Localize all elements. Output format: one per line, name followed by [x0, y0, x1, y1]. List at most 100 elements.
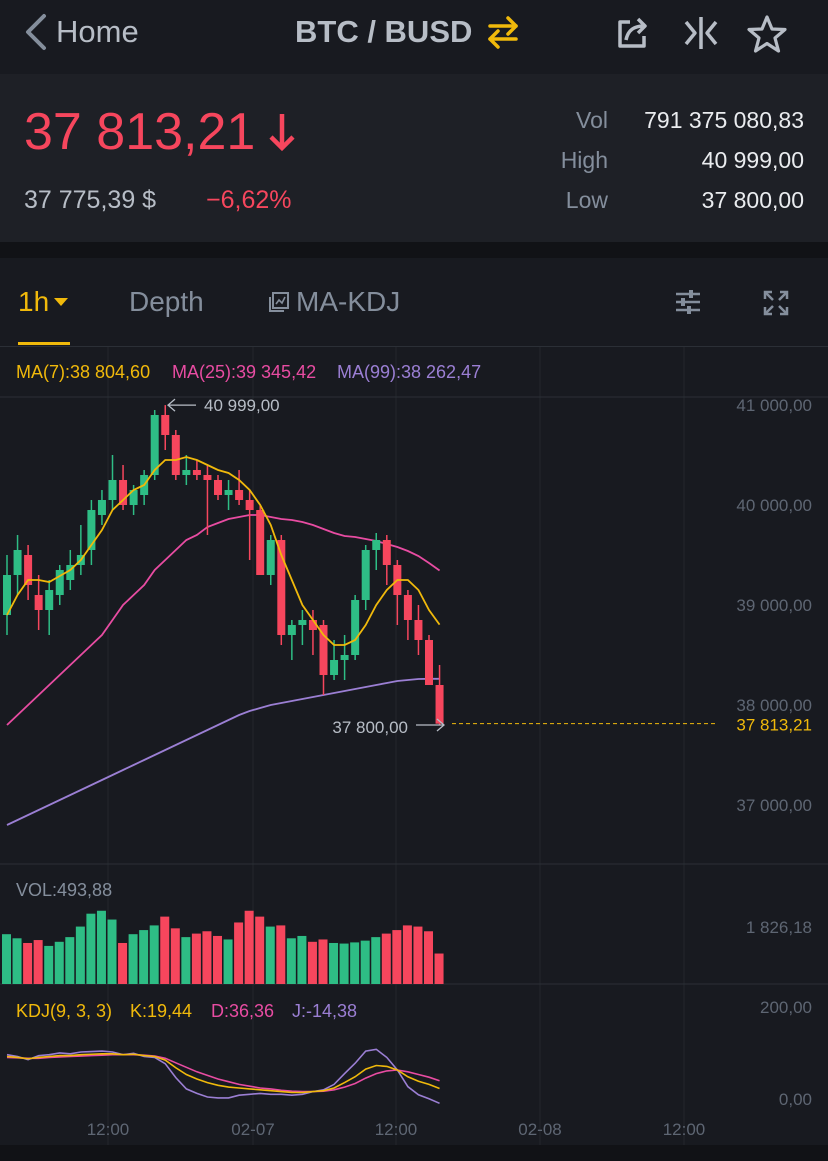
- settings-sliders-icon[interactable]: [674, 288, 702, 316]
- tab-depth[interactable]: Depth: [129, 286, 204, 318]
- volume-bar: [318, 939, 328, 984]
- candle-body: [108, 480, 117, 500]
- kdj-tick-label: 200,00: [760, 998, 812, 1017]
- volume-bar: [244, 910, 254, 984]
- volume-bar: [202, 931, 212, 984]
- x-tick-label: 12:00: [87, 1120, 130, 1139]
- candle-body: [150, 415, 159, 475]
- tab-indicator[interactable]: MA-KDJ: [268, 286, 400, 318]
- y-tick-label: 39 000,00: [736, 596, 812, 615]
- tab-interval-label: 1h: [18, 286, 50, 317]
- candle-body: [13, 550, 22, 575]
- fullscreen-icon[interactable]: [762, 289, 790, 317]
- ma7-legend: MA(7):38 804,60: [16, 362, 150, 383]
- vol-legend: VOL:493,88: [16, 880, 113, 900]
- candle-body: [403, 595, 412, 620]
- candle-body: [171, 435, 180, 475]
- candle-body: [182, 470, 191, 475]
- volume-bar: [297, 935, 307, 984]
- kdj-tick-label: 0,00: [779, 1090, 812, 1109]
- volume-bar: [350, 942, 360, 984]
- volume-bar: [170, 928, 180, 984]
- swap-arrows-icon[interactable]: [486, 15, 520, 49]
- candle-body: [24, 555, 33, 585]
- kdj-d-line: [6, 1053, 440, 1093]
- volume-bars: 1 826,18: [2, 910, 812, 984]
- tab-indicator-label: MA-KDJ: [296, 286, 401, 317]
- volume-bar: [65, 937, 75, 984]
- volume-bar: [2, 934, 11, 984]
- volume-bar: [339, 943, 349, 984]
- candle-body: [3, 575, 11, 615]
- volume-bar: [371, 937, 381, 984]
- volume-bar: [413, 926, 423, 984]
- caret-down-icon: [54, 298, 69, 306]
- candle-body: [298, 620, 307, 625]
- low-marker-label: 37 800,00: [332, 718, 408, 737]
- volume-bar: [360, 940, 370, 984]
- candle-body: [66, 565, 75, 580]
- volume-bar: [265, 926, 275, 984]
- ma99-line-path: [6, 677, 440, 826]
- volume-bar: [149, 925, 159, 984]
- ma7-legend-text: MA(7):38 804,60: [16, 362, 151, 382]
- candle-body: [266, 540, 275, 575]
- compare-icon[interactable]: [682, 14, 720, 52]
- star-icon[interactable]: [747, 14, 787, 54]
- candle-body: [214, 480, 222, 495]
- kdj-legend-j: J:-14,38: [292, 1001, 358, 1021]
- volume-bar: [96, 910, 106, 984]
- candle-body: [235, 490, 244, 500]
- volume-bar: [213, 935, 222, 984]
- ticker-header: 37 813,21 37 775,39 $ −6,62% Vol 791 375…: [0, 74, 828, 242]
- kdj-legend-k: K:19,44: [130, 1001, 193, 1021]
- volume-bar: [424, 931, 433, 984]
- share-icon[interactable]: [614, 14, 652, 52]
- x-tick-label: 12:00: [375, 1120, 418, 1139]
- last-price-label: 37 813,21: [736, 716, 812, 735]
- bottom-divider: [0, 1145, 828, 1161]
- candle-body: [425, 640, 433, 685]
- vol-label: Vol: [576, 107, 608, 133]
- candle-body: [361, 550, 370, 600]
- candle-body: [372, 540, 381, 550]
- y-axis-labels: 41 000,00 40 000,00 39 000,00 38 000,00 37 0…: [736, 396, 812, 815]
- ma25-line: [6, 514, 441, 726]
- candle-body: [319, 625, 328, 675]
- ma25-line-path: [6, 514, 441, 726]
- y-tick-label: 38 000,00: [736, 696, 812, 715]
- candle-body: [277, 540, 286, 635]
- price-chart[interactable]: 41 000,00 40 000,00 39 000,00 38 000,00 37 0…: [0, 347, 828, 1145]
- candle-body: [351, 600, 360, 655]
- y-tick-label: 40 000,00: [736, 496, 812, 515]
- volume-bar: [286, 938, 296, 984]
- ma99-legend: MA(99):38 262,47: [337, 362, 481, 383]
- volume-bar: [234, 922, 244, 984]
- low-value: 37 800,00: [701, 187, 804, 213]
- volume-bar: [392, 930, 402, 984]
- volume-bar: [128, 934, 138, 984]
- volume-bar: [191, 933, 201, 984]
- candle-body: [129, 490, 138, 505]
- candle-body: [330, 660, 339, 675]
- volume-bar: [54, 941, 64, 984]
- candle-body: [203, 475, 212, 480]
- fiat-price: 37 775,39 $: [24, 186, 157, 214]
- indicator-chart-icon: [269, 292, 289, 312]
- last-price: 37 813,21: [24, 102, 297, 162]
- candle-body: [256, 510, 265, 575]
- high-marker-arrowhead: [167, 398, 176, 412]
- chart-grid: [0, 347, 828, 1145]
- top-bar: Home BTC / BUSD: [0, 0, 828, 74]
- x-tick-label: 12:00: [663, 1120, 706, 1139]
- volume-bar: [139, 930, 149, 984]
- volume-bar: [381, 933, 391, 984]
- tab-depth-label: Depth: [129, 286, 204, 317]
- back-button[interactable]: Home: [22, 12, 139, 52]
- kdj-j-line: [6, 1048, 440, 1105]
- pair-selector[interactable]: BTC / BUSD: [295, 14, 520, 50]
- x-axis-labels: 12:00 02-07 12:00 02-08 12:00: [87, 1120, 706, 1139]
- tab-interval[interactable]: 1h: [18, 286, 69, 318]
- volume-bar: [33, 940, 43, 984]
- kdj-lines: 200,00 0,00: [6, 998, 812, 1109]
